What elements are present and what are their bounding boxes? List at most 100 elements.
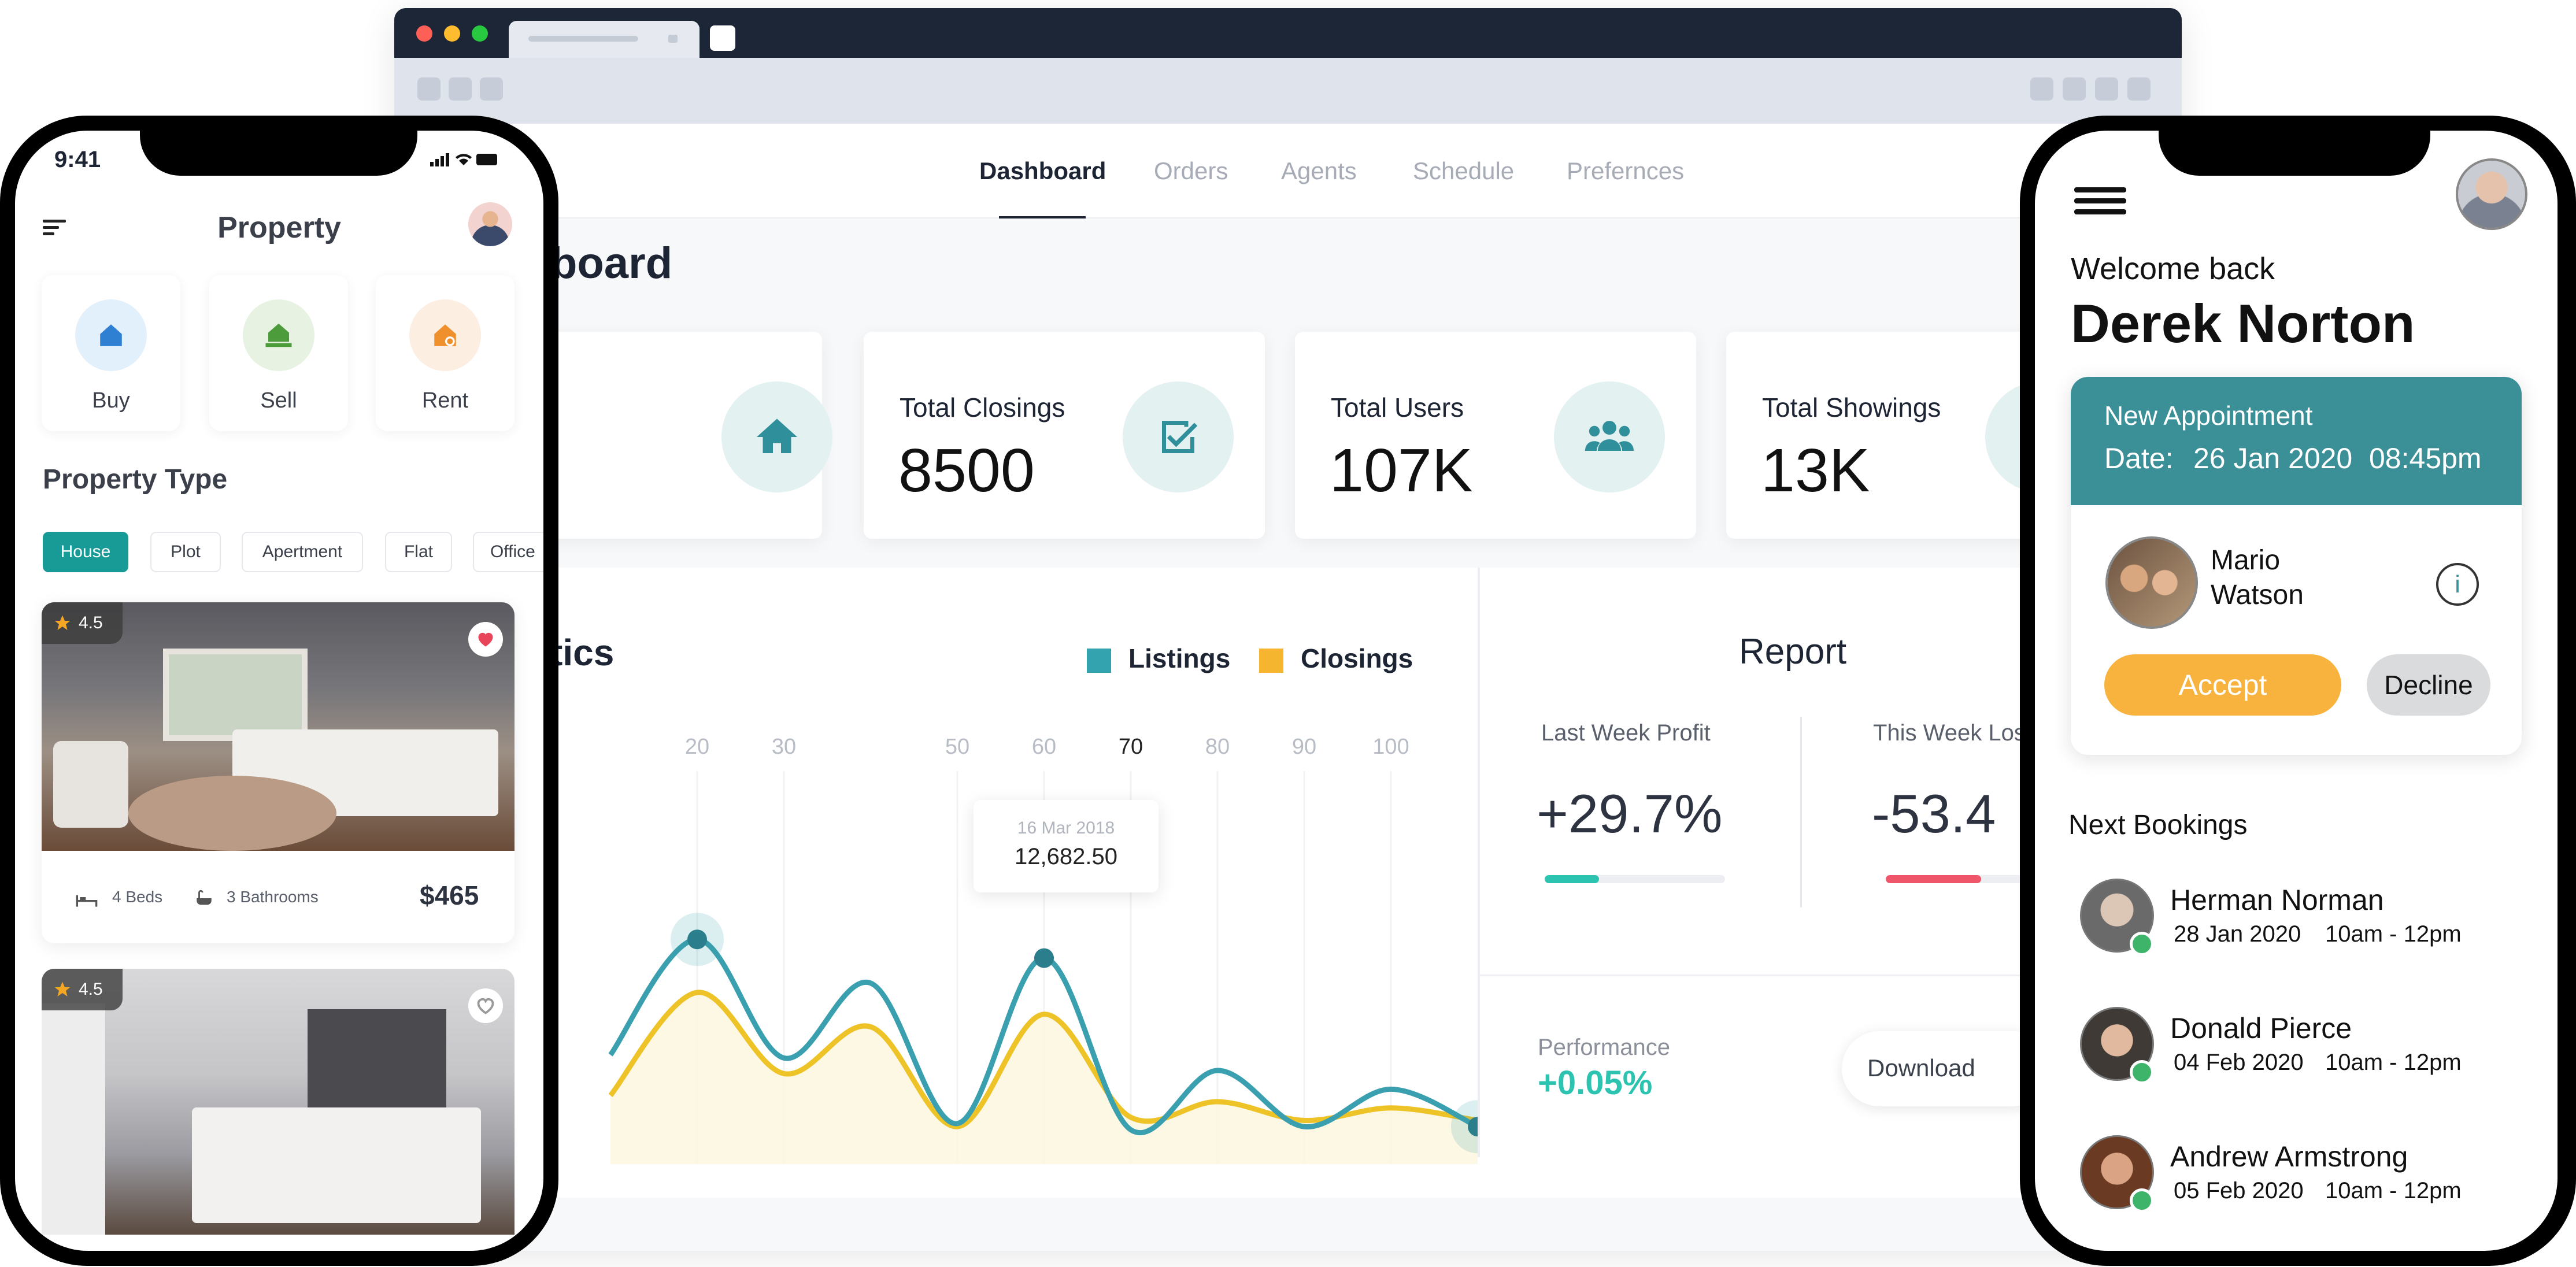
data-point[interactable] bbox=[1468, 1117, 1478, 1137]
appointment-time: 08:45pm bbox=[2369, 442, 2482, 475]
type-chip-flat[interactable]: Flat bbox=[385, 532, 452, 572]
minimize-window-button[interactable] bbox=[444, 25, 460, 42]
menu-icon[interactable] bbox=[43, 217, 66, 237]
rating-badge: 4.5 bbox=[42, 602, 123, 644]
download-label: Download bbox=[1867, 1054, 1975, 1081]
nav-dashboard[interactable]: Dashboard bbox=[979, 157, 1106, 184]
toolbar-button[interactable] bbox=[2063, 77, 2086, 101]
category-sell[interactable]: Sell bbox=[209, 275, 348, 431]
legend-swatch bbox=[1087, 648, 1111, 673]
category-rent[interactable]: Rent bbox=[376, 275, 515, 431]
this-week-loss-value: -53.4 bbox=[1872, 783, 1996, 844]
x-tick-label: 80 bbox=[1205, 735, 1230, 759]
last-week-progress bbox=[1545, 875, 1725, 883]
listing-card[interactable]: 4.5 bbox=[42, 969, 515, 1235]
attendee-avatar bbox=[2105, 536, 2198, 629]
data-point[interactable] bbox=[687, 929, 707, 950]
data-point[interactable] bbox=[1034, 948, 1054, 968]
bed-icon bbox=[75, 891, 98, 909]
reload-button[interactable] bbox=[480, 77, 503, 101]
x-tick-label: 70 bbox=[1119, 735, 1143, 759]
last-week-profit-value: +29.7% bbox=[1537, 783, 1723, 844]
chair bbox=[53, 741, 128, 828]
avatar[interactable] bbox=[468, 202, 512, 246]
toolbar-button[interactable] bbox=[2127, 77, 2151, 101]
back-button[interactable] bbox=[417, 77, 441, 101]
maximize-window-button[interactable] bbox=[472, 25, 488, 42]
listing-price: $465 bbox=[420, 880, 479, 910]
booking-item[interactable]: Herman Norman 28 Jan 2020 10am - 12pm bbox=[2080, 879, 2531, 971]
legend-closings: Closings bbox=[1259, 643, 1413, 674]
checkbox-icon bbox=[1123, 381, 1234, 492]
browser-tab[interactable] bbox=[509, 21, 699, 58]
legend-label: Listings bbox=[1128, 643, 1231, 673]
category-label: Rent bbox=[421, 388, 469, 413]
new-tab-button[interactable] bbox=[710, 25, 735, 51]
left-phone: 9:41 Property Buy Sell Rent Property Typ… bbox=[0, 116, 558, 1266]
report-title: Report bbox=[1739, 632, 1847, 672]
x-tick-label: 100 bbox=[1372, 735, 1409, 759]
favorite-icon[interactable] bbox=[468, 622, 503, 657]
report-divider bbox=[1480, 975, 2182, 976]
window bbox=[163, 649, 308, 741]
booking-time: 10am - 12pm bbox=[2325, 1050, 2462, 1075]
toolbar-button[interactable] bbox=[2030, 77, 2053, 101]
tab-close-icon[interactable] bbox=[668, 35, 678, 43]
stat-value: 13K bbox=[1761, 436, 1870, 505]
info-icon[interactable]: i bbox=[2436, 563, 2479, 606]
next-bookings-heading: Next Bookings bbox=[2068, 810, 2248, 840]
category-buy[interactable]: Buy bbox=[42, 275, 180, 431]
category-label: Sell bbox=[260, 388, 297, 413]
beds-count: 4 Beds bbox=[112, 888, 163, 906]
appointment-title: New Appointment bbox=[2104, 401, 2313, 431]
active-tab-indicator bbox=[999, 216, 1086, 218]
legend-listings: Listings bbox=[1087, 643, 1230, 674]
property-type-heading: Property Type bbox=[43, 464, 228, 495]
point-halo bbox=[1451, 1100, 1478, 1154]
phone-notch bbox=[2159, 131, 2430, 176]
stat-value: 8500 bbox=[898, 436, 1035, 505]
performance-value: +0.05% bbox=[1538, 1064, 1653, 1102]
type-chip-apartment[interactable]: Apertment bbox=[242, 532, 363, 572]
phone-notch bbox=[140, 131, 417, 176]
curtain bbox=[42, 1003, 105, 1235]
nav-schedule[interactable]: Schedule bbox=[1413, 157, 1515, 184]
online-status-icon bbox=[2130, 1188, 2154, 1213]
user-avatar[interactable] bbox=[2456, 158, 2527, 230]
hamburger-menu-icon[interactable] bbox=[2074, 183, 2126, 220]
booking-item[interactable]: Andrew Armstrong 05 Feb 2020 10am - 12pm bbox=[2080, 1135, 2531, 1228]
category-label: Buy bbox=[92, 388, 130, 413]
rating-badge: 4.5 bbox=[42, 969, 123, 1010]
progress-fill bbox=[1886, 875, 1982, 883]
stat-card-users[interactable]: Total Users 107K bbox=[1295, 332, 1696, 539]
type-chip-plot[interactable]: Plot bbox=[150, 532, 221, 572]
stat-card-closings[interactable]: Total Closings 8500 bbox=[864, 332, 1265, 539]
stat-value: 107K bbox=[1330, 436, 1473, 505]
nav-preferences[interactable]: Prefernces bbox=[1567, 157, 1685, 184]
x-tick-label: 20 bbox=[685, 735, 709, 759]
booking-date: 04 Feb 2020 bbox=[2174, 1050, 2304, 1075]
listing-card[interactable]: 4.5 4 Beds 3 Bathrooms $465 bbox=[42, 602, 515, 943]
close-window-button[interactable] bbox=[416, 25, 432, 42]
appointment-card: New Appointment Date: 26 Jan 2020 08:45p… bbox=[2071, 377, 2522, 755]
toolbar-button[interactable] bbox=[2095, 77, 2118, 101]
download-button[interactable]: Download bbox=[1842, 1031, 2050, 1106]
online-status-icon bbox=[2130, 932, 2154, 956]
nav-agents[interactable]: Agents bbox=[1281, 157, 1357, 184]
booking-date: 28 Jan 2020 bbox=[2174, 921, 2301, 947]
analytics-line-chart: 20 30 50 60 70 80 90 100 bbox=[608, 735, 1478, 1164]
type-chip-office[interactable]: Office bbox=[473, 532, 543, 572]
nav-orders[interactable]: Orders bbox=[1154, 157, 1228, 184]
booking-time: 10am - 12pm bbox=[2325, 1178, 2462, 1203]
page-title: board bbox=[550, 239, 673, 288]
star-icon bbox=[53, 980, 72, 999]
booking-item[interactable]: Donald Pierce 04 Feb 2020 10am - 12pm bbox=[2080, 1007, 2531, 1099]
type-chip-house[interactable]: House bbox=[43, 532, 128, 572]
analytics-title: tics bbox=[550, 632, 615, 673]
accept-button[interactable]: Accept bbox=[2104, 654, 2341, 716]
decline-button[interactable]: Decline bbox=[2367, 654, 2490, 716]
favorite-icon[interactable] bbox=[468, 988, 503, 1023]
forward-button[interactable] bbox=[449, 77, 472, 101]
x-tick-label: 30 bbox=[772, 735, 796, 759]
tab-title-placeholder bbox=[528, 36, 638, 42]
